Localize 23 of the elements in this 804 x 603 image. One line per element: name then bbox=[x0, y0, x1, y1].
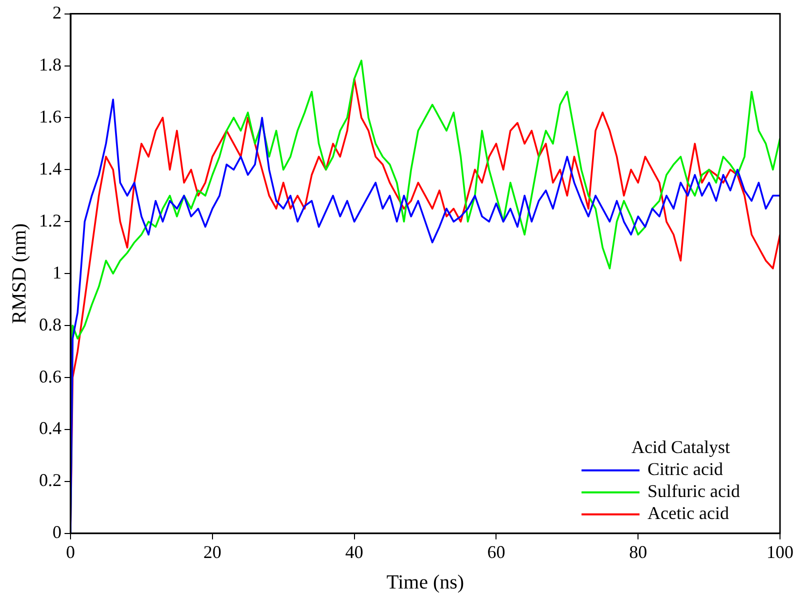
x-tick-label: 20 bbox=[203, 542, 222, 562]
x-tick-label: 80 bbox=[629, 542, 648, 562]
x-axis-title: Time (ns) bbox=[386, 571, 464, 594]
x-tick-label: 0 bbox=[66, 542, 75, 562]
x-tick-label: 100 bbox=[766, 542, 794, 562]
y-tick-label: 1.8 bbox=[39, 54, 62, 74]
legend-label: Acetic acid bbox=[648, 503, 729, 524]
y-tick-label: 0.2 bbox=[39, 470, 62, 490]
y-tick-label: 0 bbox=[52, 522, 62, 542]
legend-label: Citric acid bbox=[648, 459, 724, 480]
y-tick-label: 2 bbox=[52, 2, 62, 23]
x-tick-label: 40 bbox=[345, 542, 364, 562]
y-tick-label: 1.6 bbox=[39, 106, 62, 126]
legend-label: Sulfuric acid bbox=[648, 481, 740, 502]
y-tick-label: 0.6 bbox=[39, 366, 62, 386]
y-tick-label: 1.4 bbox=[39, 158, 62, 178]
x-tick-label: 60 bbox=[487, 542, 506, 562]
y-tick-label: 1.2 bbox=[39, 210, 62, 230]
y-tick-label: 0.8 bbox=[39, 314, 62, 334]
y-tick-label: 1 bbox=[52, 262, 62, 282]
y-tick-label: 0.4 bbox=[39, 418, 62, 438]
legend-title: Acid Catalyst bbox=[632, 437, 730, 458]
y-axis-title: RMSD (nm) bbox=[8, 223, 30, 324]
